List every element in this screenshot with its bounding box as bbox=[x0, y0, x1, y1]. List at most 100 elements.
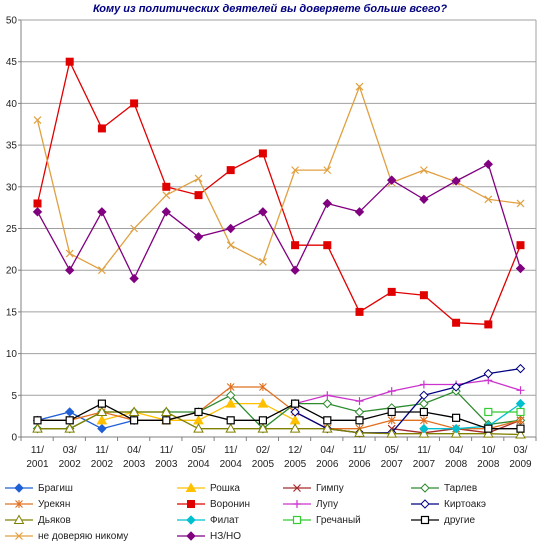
data-point bbox=[289, 423, 301, 433]
data-point bbox=[64, 407, 75, 417]
x-tick-label: 10/2008 bbox=[477, 445, 500, 470]
data-point bbox=[33, 116, 42, 125]
legend-label: Рошка bbox=[210, 482, 240, 494]
data-point bbox=[355, 307, 364, 316]
x-tick-label: 12/2005 bbox=[284, 445, 307, 470]
legend-item: Урекян bbox=[4, 496, 70, 512]
data-point bbox=[386, 175, 397, 185]
legend-swatch bbox=[177, 531, 205, 541]
data-point bbox=[162, 416, 171, 425]
data-point bbox=[65, 416, 74, 425]
legend-item: Воронин bbox=[176, 496, 250, 512]
legend-label: Киртоакэ bbox=[444, 498, 486, 510]
legend-item: Филат bbox=[176, 512, 239, 528]
data-point bbox=[484, 407, 493, 417]
x-tick-label: 02/2005 bbox=[252, 445, 275, 470]
legend-label: Филат bbox=[210, 514, 239, 526]
data-point bbox=[32, 423, 43, 433]
legend-swatch bbox=[411, 499, 439, 509]
data-point bbox=[515, 363, 526, 374]
data-point bbox=[193, 232, 204, 242]
data-point bbox=[225, 398, 237, 408]
series-line bbox=[36, 163, 522, 280]
data-point bbox=[194, 191, 203, 200]
series-line bbox=[294, 379, 521, 405]
data-point bbox=[482, 428, 494, 438]
legend-item: НЗ/НО bbox=[176, 528, 241, 544]
legend-swatch bbox=[5, 500, 33, 508]
series-12 bbox=[33, 399, 525, 433]
x-tick-label: 11/2003 bbox=[155, 445, 178, 470]
y-tick-label: 20 bbox=[6, 266, 18, 277]
data-point bbox=[162, 191, 171, 200]
legend-marker bbox=[13, 514, 25, 524]
y-tick-label: 30 bbox=[6, 182, 18, 193]
data-point bbox=[321, 423, 333, 433]
data-point bbox=[515, 398, 526, 409]
data-point bbox=[516, 407, 525, 417]
legend-swatch bbox=[5, 483, 33, 493]
data-point bbox=[258, 257, 267, 266]
legend-swatch bbox=[411, 483, 439, 493]
chart-title: Кому из политических деятелей вы доверяе… bbox=[92, 3, 448, 15]
data-point bbox=[130, 416, 139, 425]
data-point bbox=[257, 398, 269, 408]
data-point bbox=[419, 423, 429, 434]
x-tick-label: 03/2009 bbox=[509, 445, 532, 470]
legend-item: Гречаный bbox=[282, 512, 361, 528]
data-point bbox=[419, 291, 428, 300]
series-line bbox=[36, 59, 522, 326]
legend-swatch bbox=[283, 500, 311, 508]
data-point bbox=[420, 416, 428, 425]
data-point bbox=[451, 382, 461, 392]
x-tick-label: 11/2004 bbox=[220, 445, 243, 470]
legend-item: другие bbox=[410, 512, 475, 528]
y-tick-label: 15 bbox=[6, 307, 18, 318]
x-tick-label: 11/2001 bbox=[26, 445, 49, 470]
x-tick-label: 11/2002 bbox=[91, 445, 114, 470]
legend-item: Рошка bbox=[176, 480, 240, 496]
y-tick-label: 5 bbox=[11, 391, 17, 402]
legend-marker bbox=[15, 532, 23, 540]
data-point bbox=[387, 416, 396, 425]
data-point bbox=[354, 407, 365, 417]
data-point bbox=[97, 124, 106, 133]
data-point bbox=[97, 207, 107, 217]
data-point bbox=[515, 428, 526, 439]
data-point bbox=[97, 266, 106, 275]
legend-marker bbox=[187, 500, 195, 508]
legend-label: Дьяков bbox=[38, 514, 71, 526]
legend-item: Дьяков bbox=[4, 512, 71, 528]
series-layer bbox=[32, 57, 526, 439]
data-point bbox=[323, 166, 332, 175]
data-point bbox=[451, 423, 461, 434]
data-point bbox=[226, 382, 235, 391]
data-point bbox=[225, 423, 237, 433]
data-point bbox=[258, 416, 267, 425]
legend-label: Воронин bbox=[210, 498, 250, 510]
legend-swatch bbox=[411, 515, 439, 525]
data-point bbox=[291, 241, 300, 250]
data-point bbox=[96, 406, 108, 416]
y-tick-label: 45 bbox=[6, 57, 18, 68]
legend-marker bbox=[185, 482, 197, 492]
data-point bbox=[483, 368, 494, 379]
data-point bbox=[354, 427, 365, 437]
x-tick-label: 05/2004 bbox=[187, 445, 210, 470]
data-point bbox=[419, 380, 428, 389]
series-11 bbox=[484, 407, 525, 417]
data-point bbox=[33, 199, 42, 208]
legend-item: Тарлев bbox=[410, 480, 477, 496]
data-point bbox=[258, 207, 268, 217]
data-point bbox=[419, 166, 428, 175]
legend-swatch bbox=[5, 532, 33, 540]
legend-label: другие bbox=[444, 514, 476, 526]
legend-label: НЗ/НО bbox=[210, 530, 242, 542]
data-point bbox=[322, 198, 333, 209]
legend-item: Киртоакэ bbox=[410, 496, 486, 512]
line-chart: 0 5 10 15 20 25 30 35 40 45 50 11/2001 03/2002 11/200… bbox=[6, 16, 537, 470]
y-tick-label: 0 bbox=[11, 433, 17, 444]
y-tick-label: 10 bbox=[6, 349, 18, 360]
data-point bbox=[516, 416, 525, 425]
data-point bbox=[354, 207, 365, 217]
